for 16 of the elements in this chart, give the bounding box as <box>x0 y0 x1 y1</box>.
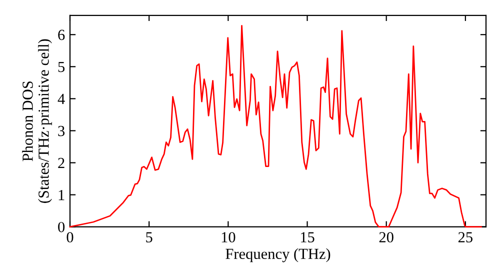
y-tick-label: 6 <box>58 30 65 40</box>
line-series <box>69 24 482 228</box>
x-tick-label: 20 <box>379 232 394 242</box>
y-tick-label: 0 <box>58 222 65 232</box>
x-tick-label: 25 <box>458 232 472 242</box>
x-tick-label: 5 <box>146 232 152 242</box>
x-axis-title: Frequency (THz) <box>226 248 330 262</box>
x-tick-label: 10 <box>222 232 236 242</box>
y-tick-label: 5 <box>58 62 65 72</box>
x-tick-label: 0 <box>66 232 74 242</box>
x-tick-label: 15 <box>300 232 314 242</box>
y-tick-label: 4 <box>58 94 65 104</box>
y-axis-title: Phonon DOS (States/THz·primitive cell) <box>22 39 52 203</box>
y-tick-label: 2 <box>58 158 64 168</box>
y-tick-label: 3 <box>58 126 65 136</box>
y-tick-label: 1 <box>58 190 64 200</box>
